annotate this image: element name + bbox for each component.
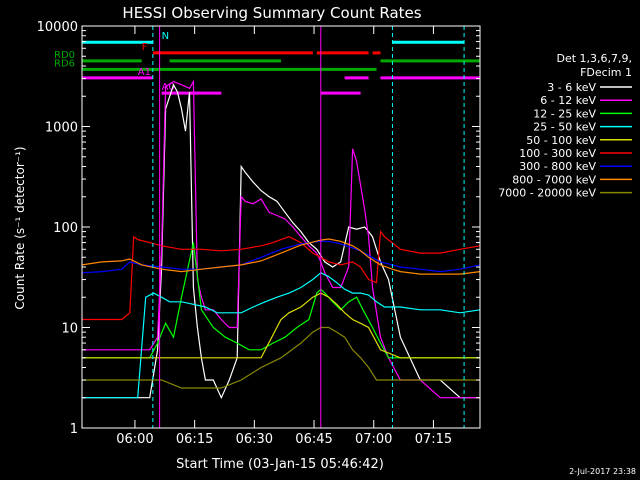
plot-frame bbox=[81, 25, 481, 429]
flag-label-f: F bbox=[142, 42, 148, 53]
timestamp: 2-Jul-2017 23:38 bbox=[569, 467, 636, 476]
x-tick-label-2: 06:30 bbox=[236, 432, 273, 447]
series-line-4 bbox=[82, 292, 480, 359]
series-line-5 bbox=[82, 230, 481, 321]
legend-label-7: 800 - 7000 keV bbox=[512, 173, 596, 186]
legend-label-6: 300 - 800 keV bbox=[519, 160, 596, 173]
flag-label-rd0: RD0 bbox=[54, 50, 75, 61]
x-tick-label-1: 06:15 bbox=[176, 432, 213, 447]
y-tick-label-0: 1 bbox=[70, 422, 78, 437]
legend-label-1: 6 - 12 keV bbox=[540, 94, 596, 107]
x-tick-label-5: 07:15 bbox=[415, 432, 452, 447]
series-line-2 bbox=[82, 242, 480, 359]
flag-label-a0: A0 bbox=[162, 82, 175, 93]
series-line-0 bbox=[82, 83, 480, 400]
series-line-3 bbox=[82, 272, 481, 399]
flag-label-n: N bbox=[162, 31, 169, 42]
legend-label-8: 7000 - 20000 keV bbox=[498, 187, 596, 200]
y-axis-label: Count Rate (s⁻¹ detector⁻¹) bbox=[13, 146, 27, 309]
series-line-6 bbox=[81, 240, 481, 274]
x-tick-label-3: 06:45 bbox=[295, 432, 332, 447]
legend-label-2: 12 - 25 keV bbox=[533, 107, 596, 120]
series-line-1 bbox=[82, 79, 480, 399]
y-tick-label-4: 10000 bbox=[37, 20, 78, 35]
x-tick-label-0: 06:00 bbox=[116, 432, 153, 447]
legend-label-0: 3 - 6 keV bbox=[547, 81, 596, 94]
x-tick-label-4: 07:00 bbox=[355, 432, 392, 447]
x-axis-label: Start Time (03-Jan-15 05:46:42) bbox=[176, 457, 384, 472]
flag-label-rd6: RD6 bbox=[54, 58, 75, 69]
series-line-7 bbox=[81, 238, 481, 275]
legend-label-3: 25 - 50 keV bbox=[533, 121, 596, 134]
y-tick-label-3: 1000 bbox=[45, 121, 78, 136]
legend-label-5: 100 - 300 keV bbox=[519, 147, 596, 160]
legend-header-1: Det 1,3,6,7,9, bbox=[556, 52, 632, 65]
legend-header-2: FDecim 1 bbox=[580, 66, 632, 79]
chart-title: HESSI Observing Summary Count Rates bbox=[122, 4, 421, 22]
flag-label-a1: A1 bbox=[138, 67, 151, 78]
legend-label-4: 50 - 100 keV bbox=[526, 134, 596, 147]
y-tick-label-2: 100 bbox=[53, 221, 78, 236]
y-tick-label-1: 10 bbox=[61, 322, 78, 337]
